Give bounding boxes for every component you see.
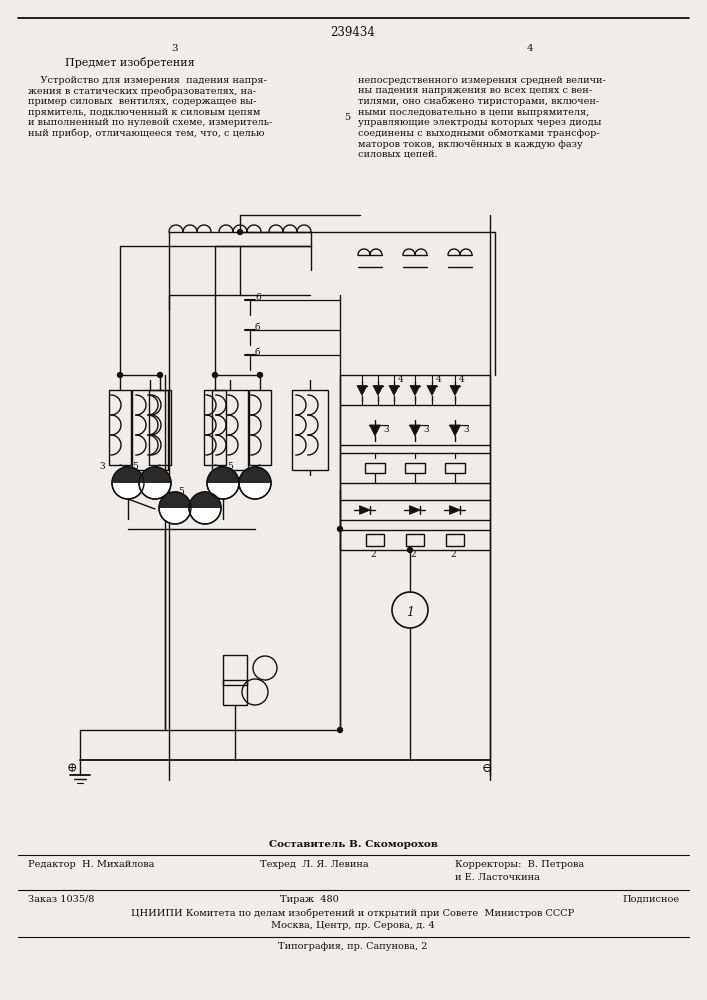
Text: 3: 3	[423, 426, 428, 434]
Polygon shape	[427, 385, 437, 395]
Text: 2: 2	[370, 550, 375, 559]
Text: 239434: 239434	[331, 26, 375, 39]
Polygon shape	[370, 425, 380, 436]
Polygon shape	[450, 385, 460, 395]
Bar	[446, 534, 464, 546]
Bar	[249, 390, 271, 465]
Polygon shape	[112, 467, 144, 483]
Text: 4: 4	[398, 375, 404, 384]
Circle shape	[257, 372, 262, 377]
Polygon shape	[239, 467, 271, 483]
Polygon shape	[207, 467, 239, 483]
Polygon shape	[359, 506, 370, 514]
Polygon shape	[357, 385, 367, 395]
Polygon shape	[139, 467, 171, 483]
Text: 4: 4	[459, 375, 464, 384]
Text: 3: 3	[172, 44, 178, 53]
Text: Устройство для измерения  падения напря-
жения в статических преобразователях, н: Устройство для измерения падения напря- …	[28, 76, 272, 138]
Text: Типография, пр. Сапунова, 2: Типография, пр. Сапунова, 2	[279, 942, 428, 951]
Text: 6: 6	[255, 293, 261, 302]
Text: б: б	[255, 348, 260, 357]
Bar	[212, 390, 248, 470]
Polygon shape	[450, 425, 460, 436]
Text: 3: 3	[383, 426, 389, 434]
Bar	[406, 534, 424, 546]
Bar	[149, 390, 171, 465]
Bar	[445, 463, 465, 473]
Circle shape	[407, 548, 412, 552]
Text: Москва, Центр, пр. Серова, д. 4: Москва, Центр, пр. Серова, д. 4	[271, 921, 435, 930]
Text: Предмет изобретения: Предмет изобретения	[65, 57, 194, 68]
Circle shape	[139, 467, 171, 499]
Text: 4: 4	[527, 44, 533, 53]
Bar	[223, 680, 247, 705]
Text: 5: 5	[227, 462, 233, 471]
Circle shape	[189, 492, 221, 524]
Circle shape	[112, 467, 144, 499]
Text: Подписное: Подписное	[623, 895, 680, 904]
Polygon shape	[189, 492, 221, 508]
Polygon shape	[409, 506, 421, 514]
Circle shape	[337, 526, 342, 532]
Polygon shape	[373, 385, 383, 395]
Text: 3: 3	[100, 462, 105, 471]
Bar	[204, 390, 226, 465]
Circle shape	[213, 372, 218, 377]
Text: 5: 5	[344, 113, 350, 122]
Bar	[223, 655, 247, 685]
Text: Корректоры:  В. Петрова: Корректоры: В. Петрова	[455, 860, 584, 869]
Bar	[132, 390, 168, 470]
Polygon shape	[410, 385, 420, 395]
Polygon shape	[450, 506, 460, 514]
Text: Редактор  Н. Михайлова: Редактор Н. Михайлова	[28, 860, 154, 869]
Text: 4: 4	[436, 375, 442, 384]
Bar	[109, 390, 131, 465]
Text: Заказ 1035/8: Заказ 1035/8	[28, 895, 94, 904]
Text: 1: 1	[406, 606, 414, 619]
Circle shape	[117, 372, 122, 377]
Text: и Е. Ласточкина: и Е. Ласточкина	[455, 873, 540, 882]
Polygon shape	[159, 492, 191, 508]
Bar	[366, 534, 384, 546]
Circle shape	[239, 467, 271, 499]
Bar	[292, 390, 328, 470]
Text: ЦНИИПИ Комитета по делам изобретений и открытий при Совете  Министров СССР: ЦНИИПИ Комитета по делам изобретений и о…	[132, 908, 575, 918]
Circle shape	[159, 492, 191, 524]
Text: ⊖: ⊖	[481, 762, 492, 775]
Text: Составитель В. Скоморохов: Составитель В. Скоморохов	[269, 840, 438, 849]
Bar	[365, 463, 385, 473]
Circle shape	[337, 728, 342, 732]
Circle shape	[238, 230, 243, 234]
Text: 5: 5	[132, 462, 138, 471]
Polygon shape	[389, 385, 399, 395]
Text: Техред  Л. Я. Левина: Техред Л. Я. Левина	[260, 860, 368, 869]
Text: 2: 2	[410, 550, 416, 559]
Bar	[405, 463, 425, 473]
Text: непосредственного измерения средней величи-
ны падения напряжения во всех цепях : непосредственного измерения средней вели…	[358, 76, 606, 159]
Text: 5: 5	[178, 487, 184, 496]
Circle shape	[158, 372, 163, 377]
Text: Тираж  480: Тираж 480	[280, 895, 339, 904]
Polygon shape	[409, 425, 421, 436]
Text: ⊕: ⊕	[66, 762, 77, 775]
Text: 2: 2	[450, 550, 455, 559]
Text: 3: 3	[463, 426, 469, 434]
Circle shape	[207, 467, 239, 499]
Text: б: б	[255, 323, 260, 332]
